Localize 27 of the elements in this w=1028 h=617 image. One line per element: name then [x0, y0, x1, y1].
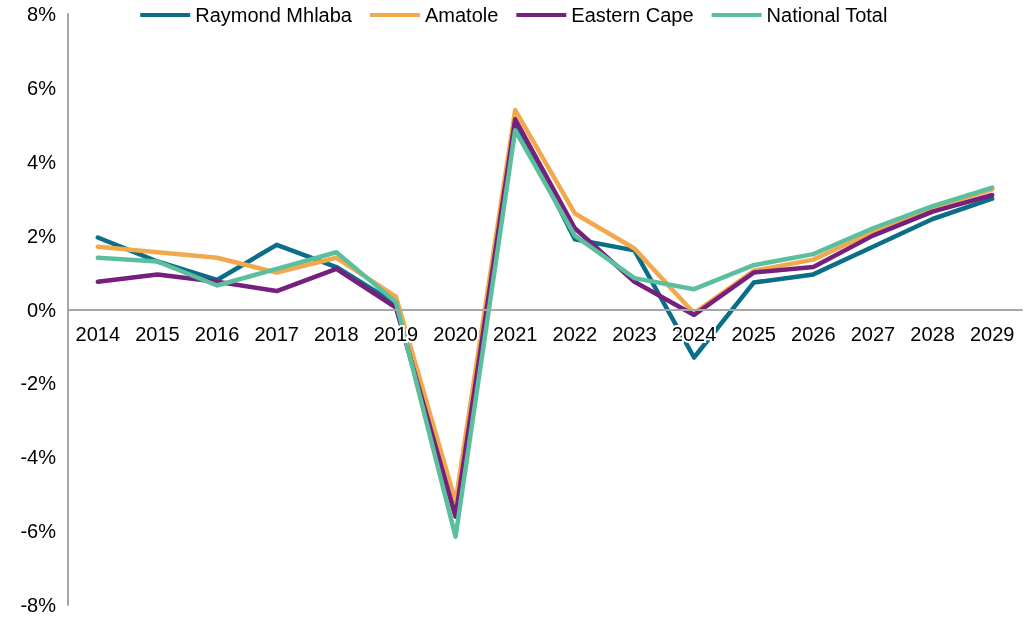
x-tick-label: 2020 [433, 322, 478, 345]
x-tick-label: 2014 [75, 322, 121, 345]
y-tick-label: 6% [27, 76, 57, 99]
x-tick-label: 2022 [552, 322, 598, 345]
x-tick-label: 2029 [969, 322, 1015, 345]
x-tick-label: 2028 [910, 322, 955, 345]
legend-label: Eastern Cape [571, 4, 694, 26]
y-tick-label: -8% [20, 594, 57, 616]
x-tick-label: 2015 [135, 322, 180, 345]
x-tick-label: 2025 [731, 322, 776, 345]
x-tick-label: 2026 [791, 322, 836, 345]
x-tick-label: 2021 [492, 322, 538, 345]
y-tick-label: -4% [20, 446, 57, 469]
y-tick-label: 8% [27, 3, 57, 25]
y-tick-label: -6% [20, 520, 57, 543]
x-tick-label: 2023 [612, 322, 657, 345]
x-tick-label: 2027 [850, 322, 896, 345]
x-tick-label: 2018 [314, 322, 359, 345]
x-tick-label: 2016 [194, 322, 240, 345]
legend-label: National Total [766, 4, 888, 26]
y-tick-label: -2% [20, 372, 57, 395]
y-tick-label: 2% [27, 224, 57, 247]
y-tick-label: 0% [27, 298, 57, 321]
y-tick-label: 4% [27, 150, 57, 173]
x-tick-label: 2017 [254, 322, 299, 345]
legend-label: Amatole [424, 4, 499, 26]
legend-label: Raymond Mhlaba [195, 4, 353, 26]
